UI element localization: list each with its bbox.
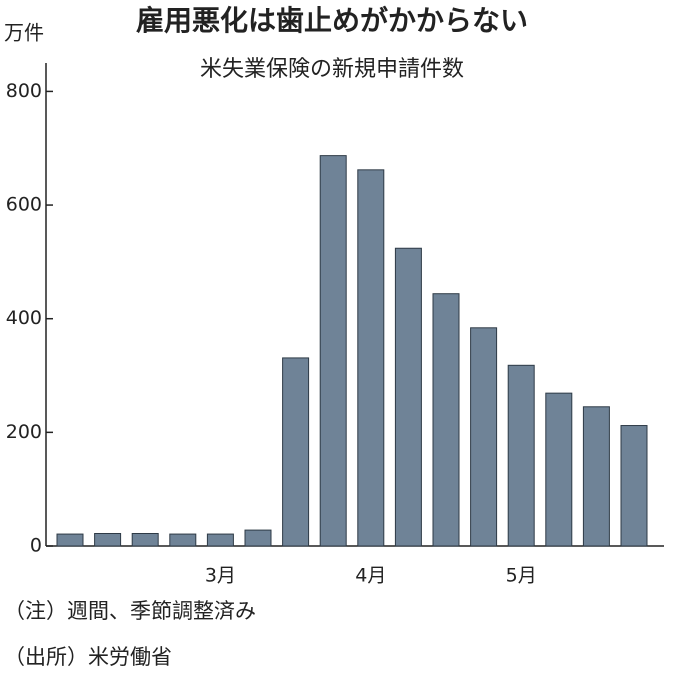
y-tick-label: 0 — [30, 535, 42, 557]
bar — [94, 532, 122, 547]
note: （出所）米労働省 — [4, 645, 172, 669]
bar — [582, 406, 610, 547]
y-tick-label: 200 — [6, 421, 42, 443]
y-tick-label: 400 — [6, 307, 42, 329]
chart-subtitle: 米失業保険の新規申請件数 — [200, 57, 464, 82]
y-axis-label: 万件 — [4, 21, 44, 45]
bar — [56, 533, 84, 547]
x-tick-label: 3月 — [205, 565, 236, 587]
bar — [357, 169, 385, 547]
chart-title: 雇用悪化は歯止めがかからない — [136, 4, 528, 37]
y-tick-label: 800 — [6, 80, 42, 102]
bar — [620, 425, 648, 547]
bar — [545, 392, 573, 547]
bar — [394, 247, 422, 547]
bar — [319, 155, 347, 547]
x-tick-label: 4月 — [355, 565, 386, 587]
y-tick-label: 600 — [6, 194, 42, 216]
bar — [507, 364, 535, 547]
bar — [244, 529, 272, 547]
note: （注）週間、季節調整済み — [4, 599, 256, 623]
bar — [131, 532, 159, 547]
bar — [470, 327, 498, 547]
x-tick-label: 5月 — [506, 565, 537, 587]
bar — [206, 533, 234, 547]
bar — [432, 293, 460, 547]
bar — [169, 533, 197, 547]
bar — [282, 357, 310, 547]
